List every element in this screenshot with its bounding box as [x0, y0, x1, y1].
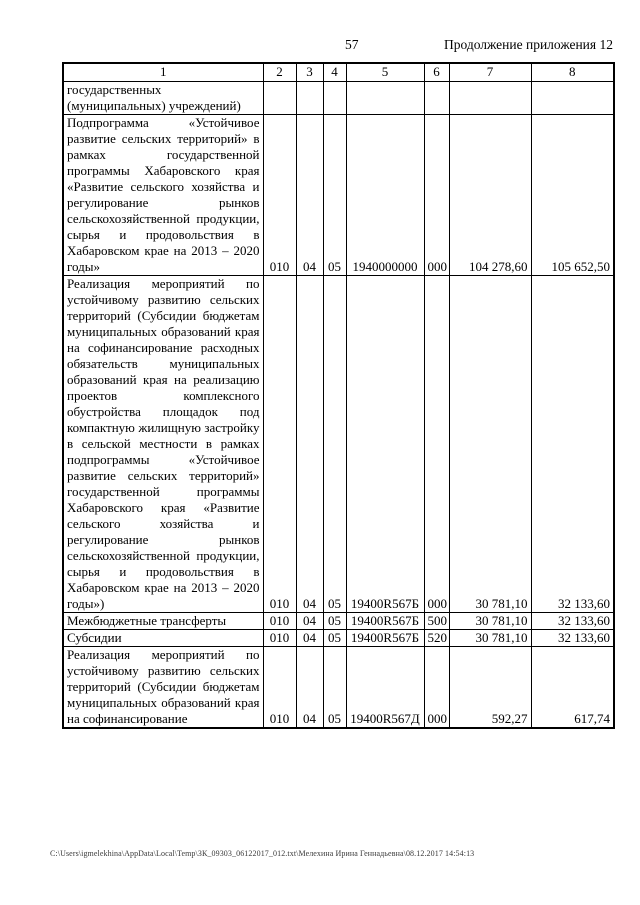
code-cell: 010 [262, 628, 297, 647]
amount-cell: 32 133,60 [530, 611, 615, 630]
column-header: 8 [530, 62, 615, 82]
code-cell: 05 [322, 113, 347, 276]
code-cell: 04 [295, 113, 324, 276]
amount-cell [530, 80, 615, 115]
table-row: Межбюджетные трансферты 010 04 05 19400R… [62, 611, 615, 630]
table-row: государственных (муниципальных) учрежден… [62, 80, 615, 115]
column-header: 4 [322, 62, 347, 82]
table-row: Реализация мероприятий по устойчивому ра… [62, 645, 615, 728]
amount-cell: 30 781,10 [448, 274, 532, 613]
amount-cell: 32 133,60 [530, 628, 615, 647]
code-cell: 05 [322, 274, 347, 613]
amount-cell: 30 781,10 [448, 611, 532, 630]
page-number: 57 [345, 37, 359, 52]
code-cell: 04 [295, 628, 324, 647]
table-header-row: 1 2 3 4 5 6 7 8 [62, 62, 615, 82]
amount-cell: 105 652,50 [530, 113, 615, 276]
code-cell [423, 80, 450, 115]
column-header: 6 [423, 62, 450, 82]
code-cell: 19400R567Б [345, 611, 425, 630]
continuation-label: Продолжение приложения 12 [443, 37, 613, 52]
code-cell: 19400R567Д [345, 645, 425, 728]
code-cell: 1940000000 [345, 113, 425, 276]
amount-cell: 32 133,60 [530, 274, 615, 613]
table-row: Подпрограмма «Устойчивое развитие сельск… [62, 113, 615, 276]
column-header: 5 [345, 62, 425, 82]
budget-table: 1 2 3 4 5 6 7 8 государственных (муницип… [62, 62, 615, 729]
code-cell: 000 [423, 645, 450, 728]
amount-cell: 30 781,10 [448, 628, 532, 647]
amount-cell: 104 278,60 [448, 113, 532, 276]
code-cell: 05 [322, 628, 347, 647]
code-cell: 04 [295, 611, 324, 630]
row-title-cell: Реализация мероприятий по устойчивому ра… [62, 274, 264, 613]
amount-cell: 592,27 [448, 645, 532, 728]
amount-cell: 617,74 [530, 645, 615, 728]
code-cell: 010 [262, 611, 297, 630]
column-header: 7 [448, 62, 532, 82]
code-cell [262, 80, 297, 115]
code-cell: 010 [262, 113, 297, 276]
code-cell: 19400R567Б [345, 274, 425, 613]
code-cell: 000 [423, 274, 450, 613]
code-cell: 04 [295, 645, 324, 728]
row-title-cell: государственных (муниципальных) учрежден… [62, 80, 264, 115]
row-title-cell: Межбюджетные трансферты [62, 611, 264, 630]
column-header: 2 [262, 62, 297, 82]
code-cell: 010 [262, 645, 297, 728]
code-cell: 520 [423, 628, 450, 647]
row-title-cell: Субсидии [62, 628, 264, 647]
code-cell: 05 [322, 645, 347, 728]
code-cell: 010 [262, 274, 297, 613]
table-row: Реализация мероприятий по устойчивому ра… [62, 274, 615, 613]
page-header: 57 Продолжение приложения 12 [62, 36, 613, 53]
code-cell: 19400R567Б [345, 628, 425, 647]
code-cell: 500 [423, 611, 450, 630]
column-header: 1 [62, 62, 264, 82]
row-title-cell: Реализация мероприятий по устойчивому ра… [62, 645, 264, 728]
code-cell [295, 80, 324, 115]
code-cell: 000 [423, 113, 450, 276]
code-cell: 05 [322, 611, 347, 630]
table-row: Субсидии 010 04 05 19400R567Б 520 30 781… [62, 628, 615, 647]
column-header: 3 [295, 62, 324, 82]
row-title-cell: Подпрограмма «Устойчивое развитие сельск… [62, 113, 264, 276]
code-cell [322, 80, 347, 115]
code-cell [345, 80, 425, 115]
file-path-footer: C:\Users\igmelekhina\AppData\Local\Temp\… [50, 849, 475, 858]
amount-cell [448, 80, 532, 115]
code-cell: 04 [295, 274, 324, 613]
